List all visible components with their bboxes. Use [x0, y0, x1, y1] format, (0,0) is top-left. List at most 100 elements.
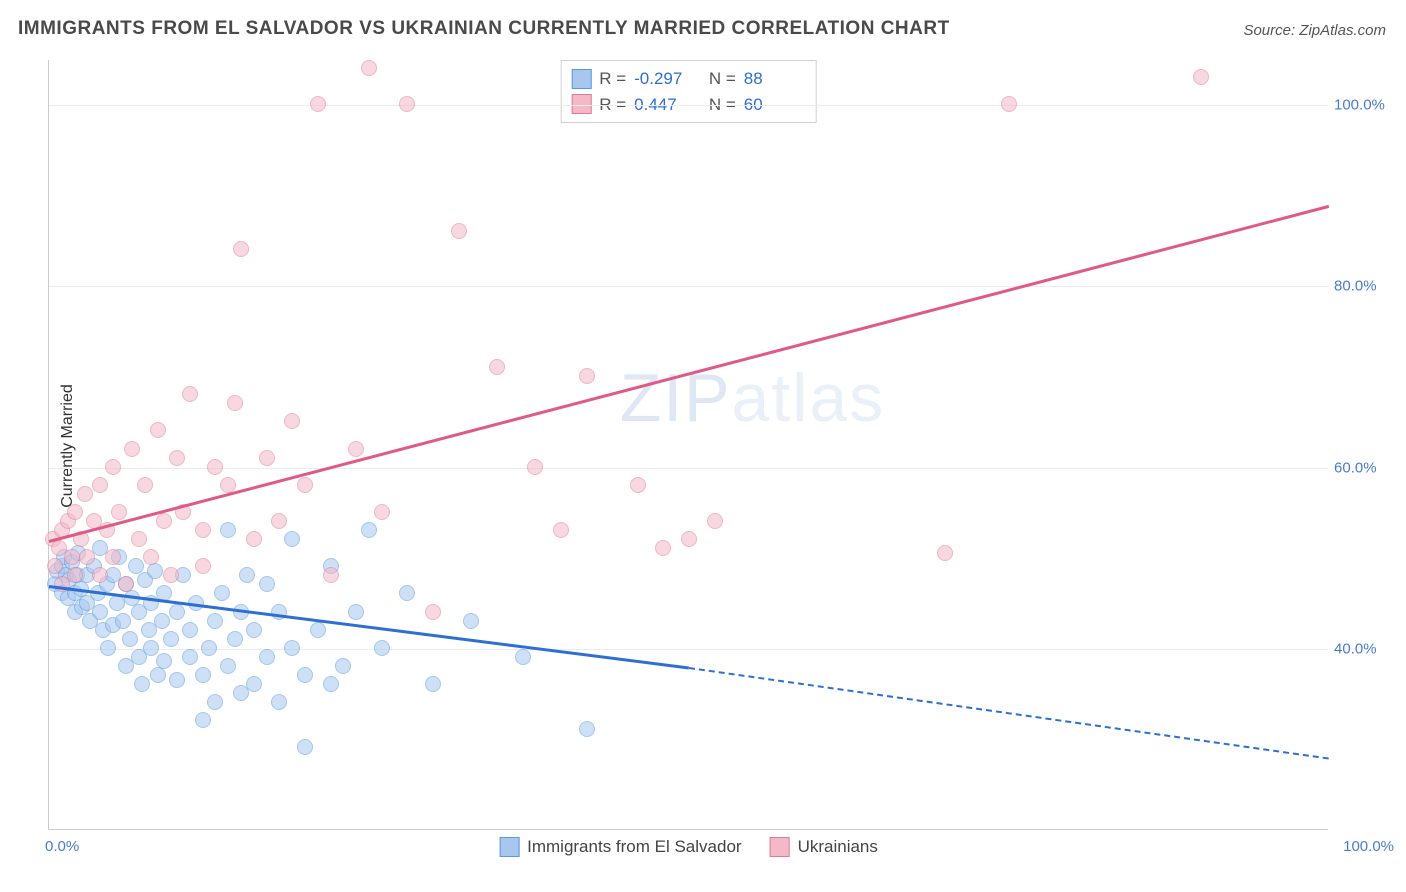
data-point-ukrainian [143, 549, 159, 565]
data-point-salvador [134, 676, 150, 692]
data-point-ukrainian [1193, 69, 1209, 85]
data-point-ukrainian [527, 459, 543, 475]
y-tick-label: 60.0% [1334, 459, 1394, 476]
data-point-ukrainian [169, 450, 185, 466]
data-point-salvador [163, 631, 179, 647]
data-point-salvador [246, 622, 262, 638]
data-point-ukrainian [579, 368, 595, 384]
data-point-ukrainian [77, 486, 93, 502]
x-tick-max: 100.0% [1343, 838, 1394, 855]
data-point-salvador [195, 667, 211, 683]
data-point-salvador [154, 613, 170, 629]
data-point-salvador [207, 613, 223, 629]
r-label: R = [599, 66, 626, 92]
data-point-salvador [259, 649, 275, 665]
n-label: N = [704, 66, 736, 92]
data-point-salvador [220, 658, 236, 674]
stats-legend: R = -0.297 N = 88 R = 0.447 N = 60 [560, 60, 817, 123]
data-point-ukrainian [195, 558, 211, 574]
data-point-ukrainian [182, 386, 198, 402]
data-point-ukrainian [489, 359, 505, 375]
data-point-salvador [143, 640, 159, 656]
data-point-ukrainian [131, 531, 147, 547]
watermark-bold: ZIP [620, 360, 732, 436]
data-point-ukrainian [79, 549, 95, 565]
source-attribution: Source: ZipAtlas.com [1243, 22, 1386, 39]
data-point-ukrainian [297, 477, 313, 493]
legend-swatch-ukrainian [770, 837, 790, 857]
data-point-salvador [297, 739, 313, 755]
data-point-ukrainian [47, 558, 63, 574]
y-tick-label: 80.0% [1334, 278, 1394, 295]
data-point-salvador [169, 604, 185, 620]
data-point-ukrainian [681, 531, 697, 547]
legend-label-salvador: Immigrants from El Salvador [527, 837, 741, 857]
data-point-salvador [207, 694, 223, 710]
data-point-ukrainian [310, 96, 326, 112]
data-point-ukrainian [937, 545, 953, 561]
gridline [49, 286, 1328, 287]
data-point-salvador [220, 522, 236, 538]
data-point-salvador [259, 576, 275, 592]
data-point-ukrainian [195, 522, 211, 538]
data-point-ukrainian [105, 459, 121, 475]
n-label: N = [704, 92, 736, 118]
data-point-ukrainian [67, 567, 83, 583]
legend-item-ukrainian: Ukrainians [770, 837, 878, 857]
data-point-salvador [92, 604, 108, 620]
data-point-ukrainian [630, 477, 646, 493]
x-tick-min: 0.0% [45, 838, 79, 855]
data-point-salvador [147, 563, 163, 579]
data-point-ukrainian [246, 531, 262, 547]
data-point-ukrainian [425, 604, 441, 620]
data-point-salvador [335, 658, 351, 674]
data-point-ukrainian [92, 477, 108, 493]
data-point-salvador [195, 712, 211, 728]
data-point-ukrainian [163, 567, 179, 583]
data-point-salvador [122, 631, 138, 647]
stats-row-ukrainian: R = 0.447 N = 60 [571, 92, 806, 118]
data-point-ukrainian [67, 504, 83, 520]
data-point-ukrainian [374, 504, 390, 520]
data-point-salvador [100, 640, 116, 656]
trendline-dash-salvador [689, 667, 1329, 760]
data-point-ukrainian [399, 96, 415, 112]
chart-title: IMMIGRANTS FROM EL SALVADOR VS UKRAINIAN… [18, 18, 950, 40]
stats-row-salvador: R = -0.297 N = 88 [571, 66, 806, 92]
data-point-salvador [399, 585, 415, 601]
data-point-ukrainian [64, 549, 80, 565]
data-point-salvador [348, 604, 364, 620]
data-point-ukrainian [553, 522, 569, 538]
data-point-salvador [297, 667, 313, 683]
data-point-salvador [156, 653, 172, 669]
data-point-salvador [579, 721, 595, 737]
data-point-ukrainian [1001, 96, 1017, 112]
n-value-ukrainian: 60 [744, 92, 806, 118]
data-point-ukrainian [361, 60, 377, 76]
data-point-salvador [374, 640, 390, 656]
data-point-ukrainian [124, 441, 140, 457]
data-point-salvador [323, 676, 339, 692]
data-point-ukrainian [259, 450, 275, 466]
data-point-ukrainian [284, 413, 300, 429]
data-point-ukrainian [348, 441, 364, 457]
data-point-salvador [310, 622, 326, 638]
data-point-ukrainian [451, 223, 467, 239]
data-point-salvador [284, 640, 300, 656]
r-value-salvador: -0.297 [634, 66, 696, 92]
data-point-salvador [361, 522, 377, 538]
data-point-salvador [284, 531, 300, 547]
data-point-salvador [169, 672, 185, 688]
r-label: R = [599, 92, 626, 118]
swatch-salvador [571, 69, 591, 89]
y-tick-label: 100.0% [1334, 97, 1394, 114]
legend-swatch-salvador [499, 837, 519, 857]
watermark: ZIPatlas [620, 359, 885, 437]
legend-item-salvador: Immigrants from El Salvador [499, 837, 741, 857]
data-point-ukrainian [111, 504, 127, 520]
data-point-ukrainian [707, 513, 723, 529]
data-point-salvador [201, 640, 217, 656]
data-point-salvador [239, 567, 255, 583]
data-point-ukrainian [92, 567, 108, 583]
swatch-ukrainian [571, 94, 591, 114]
